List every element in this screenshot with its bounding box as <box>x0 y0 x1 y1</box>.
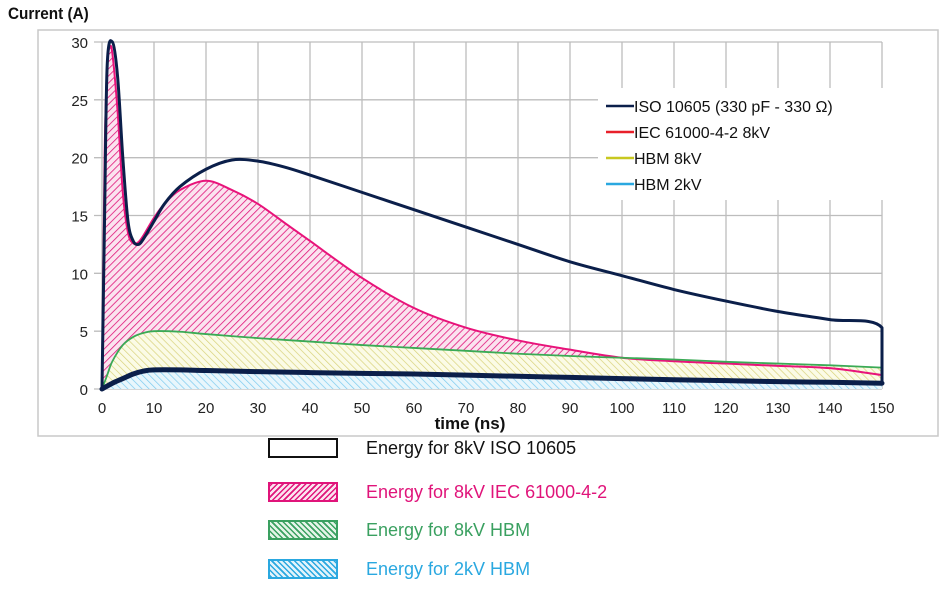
x-tick-label: 80 <box>510 400 527 417</box>
x-tick-label: 0 <box>98 400 106 417</box>
x-tick-labels: 0 10 20 30 40 50 60 70 80 90 100 110 120 130 140 150 <box>98 400 895 417</box>
y-tick-label: 15 <box>71 209 88 226</box>
x-tick-label: 40 <box>302 400 319 417</box>
x-tick-label: 10 <box>146 400 163 417</box>
y-tick-label: 5 <box>80 324 88 341</box>
energy-label-hbm8: Energy for 8kV HBM <box>366 520 531 540</box>
legend-background <box>598 88 888 200</box>
energy-label-iec: Energy for 8kV IEC 61000-4-2 <box>366 482 608 502</box>
x-tick-label: 150 <box>869 400 894 417</box>
x-tick-label: 140 <box>817 400 842 417</box>
energy-legend-item-hbm8: Energy for 8kV HBM <box>266 516 686 546</box>
plot-frame <box>37 29 939 437</box>
line-hbm-2kv <box>99 367 885 392</box>
legend-label: ISO 10605 (330 pF - 330 Ω) <box>634 99 833 116</box>
y-tick-label: 20 <box>71 151 88 168</box>
x-tick-label: 30 <box>250 400 267 417</box>
line-hbm-8kv <box>101 330 883 390</box>
x-tick-label: 20 <box>198 400 215 417</box>
energy-swatch-iso <box>268 438 338 458</box>
legend-label: HBM 2kV <box>634 177 702 194</box>
x-tick-label: 100 <box>609 400 634 417</box>
x-tick-label: 120 <box>713 400 738 417</box>
y-tick-label: 10 <box>71 266 88 283</box>
x-tick-label: 130 <box>765 400 790 417</box>
y-tick-label: 30 <box>71 35 88 52</box>
y-tick-label: 25 <box>71 93 88 110</box>
y-tick-labels: 0 5 10 15 20 25 30 <box>71 35 88 399</box>
x-tick-label: 60 <box>406 400 423 417</box>
y-tick-label: 0 <box>80 382 88 399</box>
line-iso-10605 <box>100 39 884 390</box>
x-axis-title: time (ns) <box>435 414 506 433</box>
series-legend: ISO 10605 (330 pF - 330 Ω) IEC 61000-4-2 … <box>598 88 888 200</box>
energy-swatch-iec <box>268 482 338 502</box>
energy-legend-item-hbm2: Energy for 2kV HBM <box>266 555 686 585</box>
series-lines <box>99 39 885 392</box>
energy-legend-item-iso: Energy for 8kV ISO 10605 <box>266 434 686 464</box>
energy-swatch-hbm8 <box>268 520 338 540</box>
x-tick-label: 90 <box>562 400 579 417</box>
x-tick-label: 110 <box>662 400 686 417</box>
y-axis-title: Current (A) <box>8 4 89 23</box>
legend-label: HBM 8kV <box>634 151 702 168</box>
energy-legend-item-iec: Energy for 8kV IEC 61000-4-2 <box>266 478 686 508</box>
energy-label-hbm2: Energy for 2kV HBM <box>366 559 531 579</box>
legend-label: IEC 61000-4-2 8kV <box>634 125 770 142</box>
energy-swatch-hbm2 <box>268 559 338 579</box>
x-tick-label: 50 <box>354 400 371 417</box>
grid <box>94 41 883 390</box>
energy-label-iso: Energy for 8kV ISO 10605 <box>366 438 577 458</box>
x-tick-label: 70 <box>458 400 475 417</box>
area-iec <box>102 45 882 389</box>
